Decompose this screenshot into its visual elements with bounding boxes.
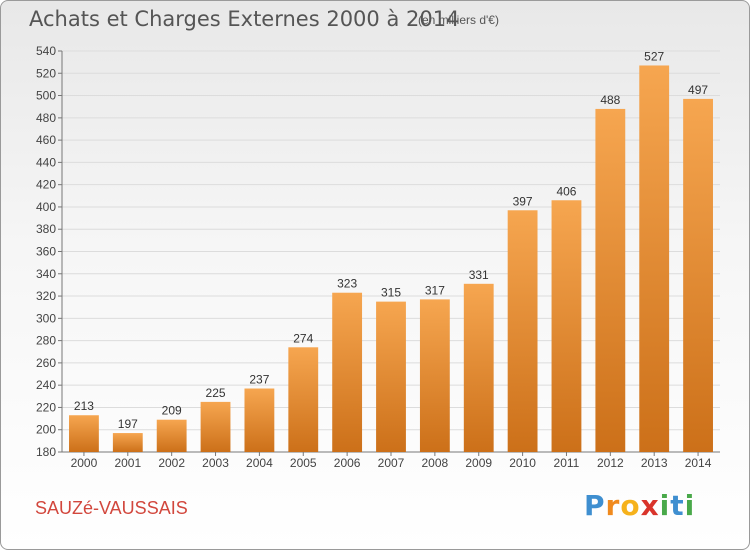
data-label: 213 [74,399,94,413]
logo-letter: o [620,489,641,522]
bar [156,419,187,452]
data-label: 209 [162,404,182,418]
x-tick-label: 2013 [641,456,668,470]
logo-letter: P [584,489,606,522]
y-tick-label: 480 [36,111,56,125]
x-tick-label: 2010 [509,456,536,470]
y-tick-label: 400 [36,200,56,214]
data-label: 331 [469,268,489,282]
logo-letter: r [605,489,621,522]
logo-letter: i [684,489,696,522]
data-label: 315 [381,286,401,300]
chart-unit: (en milliers d'€) [418,13,499,27]
data-label: 488 [600,93,620,107]
x-tick-label: 2003 [202,456,229,470]
x-tick-label: 2004 [246,456,273,470]
data-label: 406 [556,184,576,198]
y-tick-label: 380 [36,222,56,236]
x-tick-label: 2012 [597,456,624,470]
y-tick-label: 200 [36,423,56,437]
bar [419,299,450,452]
data-label: 197 [118,417,138,431]
y-tick-label: 540 [36,44,56,58]
y-tick-label: 500 [36,89,56,103]
x-tick-label: 2000 [71,456,98,470]
x-tick-label: 2006 [334,456,361,470]
data-label: 317 [425,283,445,297]
data-label: 225 [206,386,226,400]
x-tick-label: 2014 [685,456,712,470]
bar [288,347,319,452]
y-tick-label: 520 [36,66,56,80]
bar [244,388,275,452]
commune-name: SAUZé-VAUSSAIS [35,498,188,518]
data-label: 237 [249,373,269,387]
bar [69,415,99,452]
y-tick-label: 280 [36,334,56,348]
bar [551,200,582,452]
bar [507,210,538,452]
data-label: 527 [644,49,664,63]
bar [595,108,626,452]
y-tick-label: 260 [36,356,56,370]
y-tick-label: 460 [36,133,56,147]
x-tick-label: 2008 [422,456,449,470]
bar [463,283,494,452]
y-tick-label: 440 [36,155,56,169]
logo-letter: i [659,489,671,522]
bar [683,98,713,453]
bar [332,292,363,452]
logo-letter: t [670,489,685,522]
proxiti-logo: Proxiti [584,489,695,522]
chart-title: Achats et Charges Externes 2000 à 2014 [29,7,460,31]
bar [200,401,231,452]
x-tick-label: 2002 [158,456,185,470]
y-tick-label: 420 [36,178,56,192]
y-tick-label: 360 [36,245,56,259]
data-label: 497 [688,83,708,97]
x-tick-label: 2009 [465,456,492,470]
y-tick-label: 300 [36,311,56,325]
bar [639,65,670,452]
bar [376,301,406,452]
data-label: 274 [293,331,313,345]
y-tick-label: 320 [36,289,56,303]
x-tick-label: 2001 [114,456,141,470]
data-label: 397 [513,194,533,208]
y-tick-label: 220 [36,400,56,414]
x-tick-label: 2005 [290,456,317,470]
data-label: 323 [337,277,357,291]
logo-letter: x [640,489,660,522]
y-tick-label: 340 [36,267,56,281]
y-tick-label: 240 [36,378,56,392]
x-tick-label: 2011 [554,456,580,470]
y-tick-label: 180 [36,445,56,459]
bar [112,433,143,452]
x-tick-label: 2007 [378,456,405,470]
